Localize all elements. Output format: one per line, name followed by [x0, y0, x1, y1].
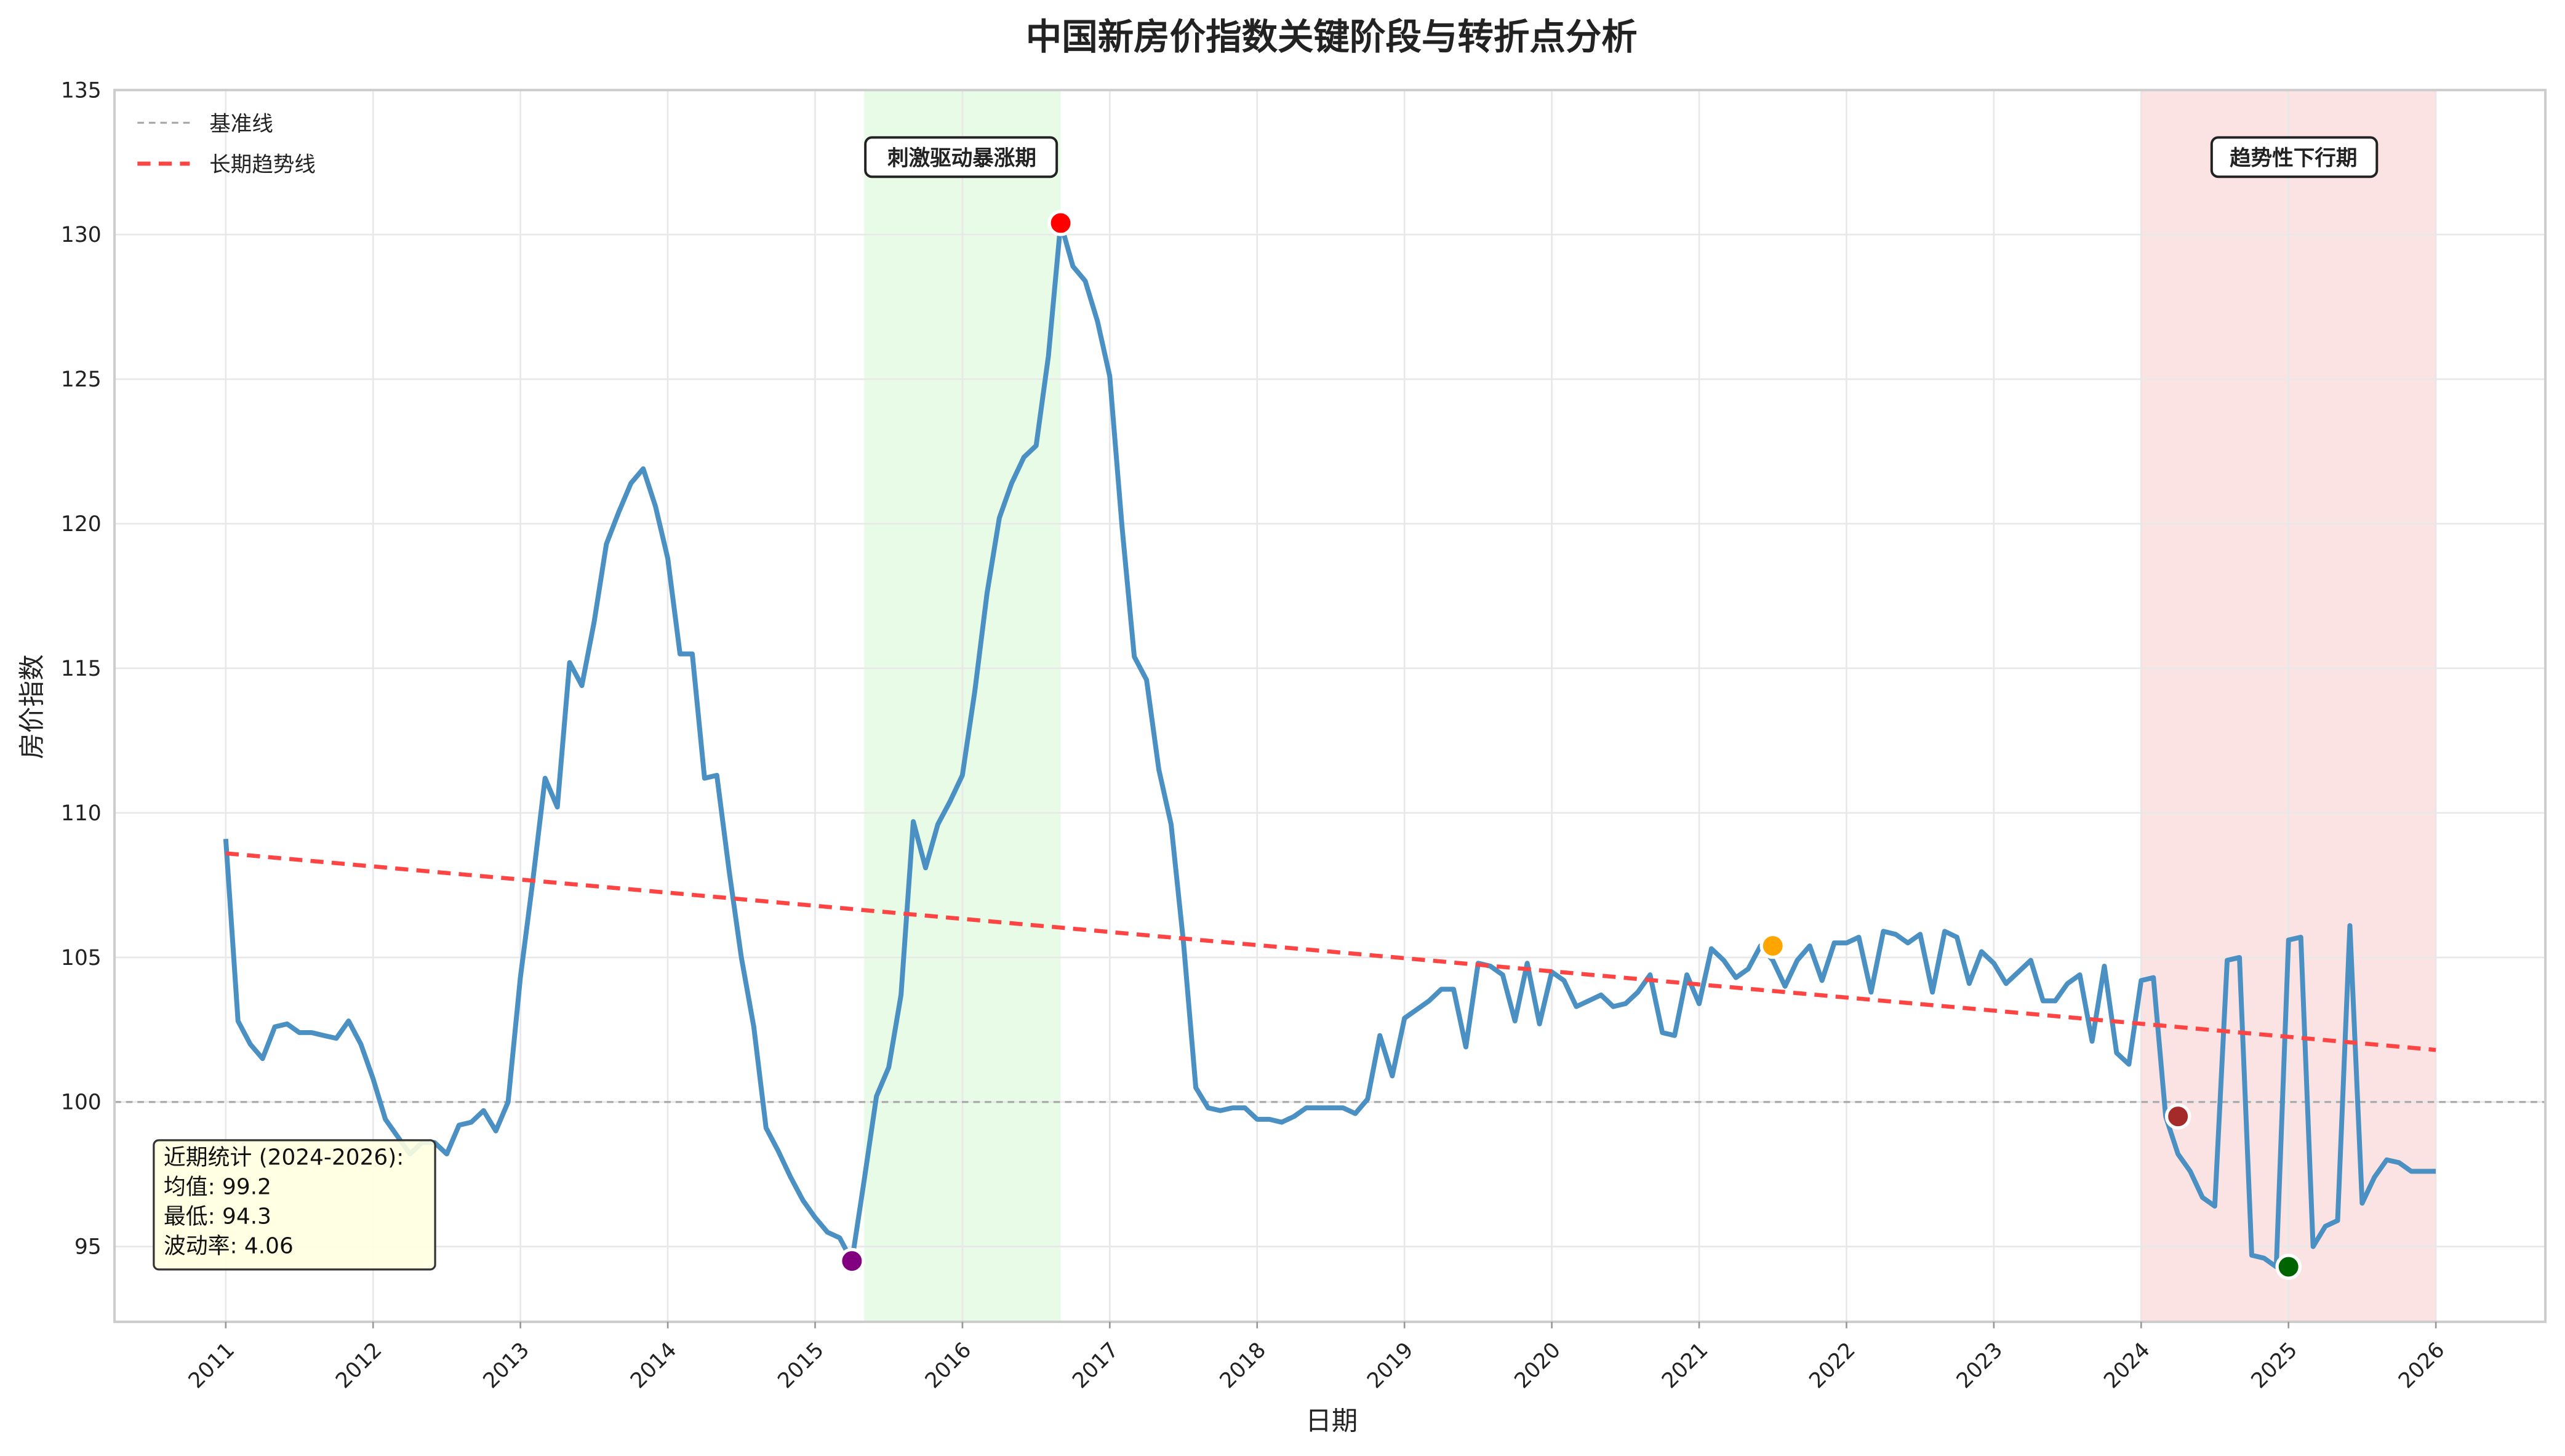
- annotation-label: 刺激驱动暴涨期: [887, 146, 1036, 171]
- stats-title: 近期统计 (2024-2026):: [164, 1145, 404, 1170]
- y-tick-label: 120: [61, 512, 102, 537]
- y-tick-label: 100: [61, 1090, 102, 1115]
- legend-trend-label: 长期趋势线: [209, 153, 316, 177]
- annotation-label: 趋势性下行期: [2230, 146, 2357, 171]
- y-axis-label: 房价指数: [17, 654, 47, 759]
- y-tick-label: 125: [61, 367, 102, 392]
- y-tick-label: 115: [61, 657, 102, 681]
- price-index-line: [223, 220, 2436, 1270]
- y-tick-label: 95: [74, 1235, 102, 1260]
- annotation-box: [864, 136, 1058, 178]
- period-annotation-boom: 刺激驱动暴涨期: [864, 136, 1058, 178]
- turning-point-marker: [2275, 1254, 2302, 1280]
- x-axis-label: 日期: [1305, 1406, 1358, 1436]
- plot-frame: [113, 89, 2547, 1323]
- legend-baseline-label: 基准线: [209, 112, 273, 137]
- y-tick-label: 110: [61, 801, 102, 826]
- stats-volatility: 波动率: 4.06: [164, 1233, 294, 1258]
- turning-point-marker: [1047, 210, 1074, 236]
- stats-box-frame: [153, 1139, 436, 1271]
- turning-point-marker: [2164, 1103, 2191, 1130]
- y-tick-label: 105: [61, 946, 102, 970]
- stats-mean: 均值: 99.2: [164, 1175, 271, 1200]
- chart-title: 中国新房价指数关键阶段与转折点分析: [1026, 16, 1638, 58]
- y-tick-label: 130: [61, 223, 102, 247]
- annotation-box: [2210, 136, 2379, 178]
- trend-line: [225, 851, 2436, 1052]
- y-tick-label: 135: [61, 78, 102, 103]
- turning-point-marker: [1759, 932, 1787, 959]
- legend: 基准线 长期趋势线: [137, 112, 316, 177]
- period-annotation-decline: 趋势性下行期: [2210, 136, 2379, 178]
- stats-min: 最低: 94.3: [164, 1204, 271, 1229]
- turning-point-marker: [839, 1247, 865, 1274]
- stats-box: 近期统计 (2024-2026): 均值: 99.2 最低: 94.3 波动率:…: [153, 1139, 436, 1271]
